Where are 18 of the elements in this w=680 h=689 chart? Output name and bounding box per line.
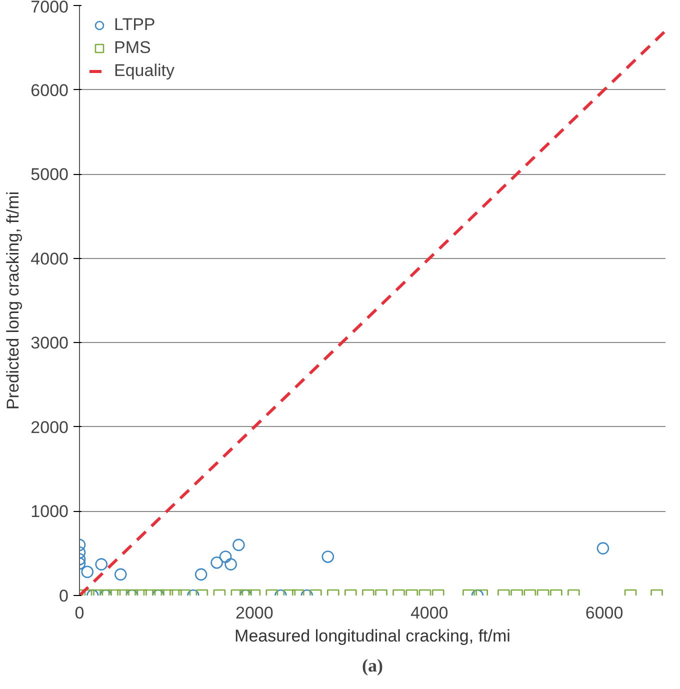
y-tick-label: 7000 <box>30 0 69 16</box>
x-tick-label: 0 <box>74 604 84 622</box>
y-tick-label: 6000 <box>30 80 69 100</box>
y-axis-title: Predicted long cracking, ft/mi <box>4 191 23 410</box>
text: (a) <box>362 656 384 676</box>
x-axis-title: Measured longitudinal cracking, ft/mi <box>234 626 510 646</box>
y-tick-label: 1000 <box>30 502 69 522</box>
x-tick-label: 6000 <box>585 604 624 622</box>
legend-label: Equality <box>114 61 174 81</box>
legend-label: LTPP <box>114 15 156 35</box>
y-tick-label: 4000 <box>30 249 69 268</box>
x-tick-label: 4000 <box>410 604 448 622</box>
y-tick-label: 3000 <box>30 334 69 353</box>
legend-label: PMS <box>114 38 151 58</box>
x-tick-label: 2000 <box>236 604 274 622</box>
y-tick-label: 0 <box>59 586 69 606</box>
y-tick-label: 2000 <box>30 418 69 437</box>
y-tick-label: 5000 <box>30 165 69 184</box>
